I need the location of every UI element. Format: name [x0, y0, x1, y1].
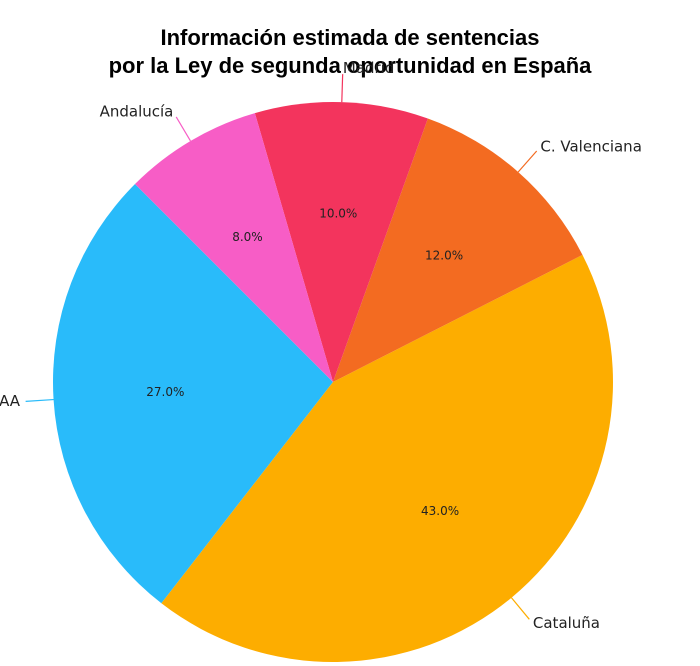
chart-title-line-1: Información estimada de sentencias — [160, 25, 540, 50]
slice-label-andalucia: Andalucía — [100, 103, 174, 121]
chart-title-line-2: por la Ley de segunda oportunidad en Esp… — [108, 53, 592, 78]
slice-label-resto-de-ccaa: Resto de CCAA — [0, 392, 21, 410]
pct-label-c-valenciana: 12.0% — [425, 248, 463, 262]
leader-line-resto-de-ccaa — [25, 398, 54, 402]
pct-label-cataluna: 43.0% — [421, 504, 459, 518]
pie-slice-andalucia — [135, 113, 333, 382]
slice-label-madrid: Madrid — [343, 59, 395, 77]
pct-label-resto-de-ccaa: 27.0% — [146, 385, 184, 399]
chart-title: Información estimada de sentencias por l… — [0, 24, 700, 80]
slice-label-c-valenciana: C. Valenciana — [540, 137, 642, 155]
pie-slice-c-valenciana — [333, 118, 583, 383]
pct-label-madrid: 10.0% — [319, 207, 357, 221]
leader-line-cataluna — [511, 597, 530, 620]
pie-slice-cataluna — [161, 254, 613, 662]
pct-label-andalucia: 8.0% — [232, 230, 263, 244]
leader-line-c-valenciana — [517, 150, 538, 173]
pie-slice-resto-de-ccaa — [52, 184, 333, 604]
leader-line-andalucia — [175, 116, 191, 142]
pie-slice-madrid — [254, 102, 428, 383]
leader-line-madrid — [341, 74, 344, 103]
slice-label-cataluna: Cataluña — [533, 614, 600, 632]
